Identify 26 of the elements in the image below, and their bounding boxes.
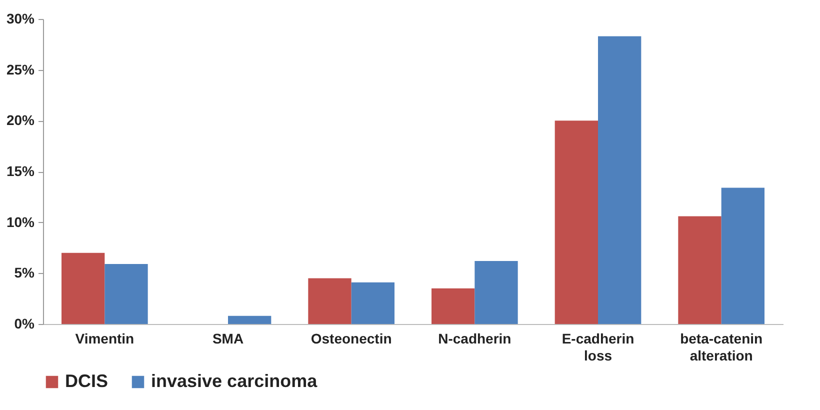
y-tick-label: 25% (6, 61, 36, 78)
y-tick-label: 10% (6, 214, 36, 230)
y-tick-label: 30% (6, 10, 36, 26)
x-tick-label: N-cadherin (438, 330, 512, 346)
bar (678, 216, 722, 324)
bar (598, 36, 642, 324)
y-tick-label: 20% (6, 112, 36, 128)
bar (351, 282, 394, 324)
x-tick-label: E-cadherin loss (562, 330, 634, 364)
x-tick-label: beta-catenin alteration (680, 330, 763, 364)
x-tick-label: SMA (212, 330, 244, 346)
bar (554, 120, 598, 324)
bar (104, 264, 148, 324)
bar (62, 252, 105, 324)
x-tick-label: Vimentin (75, 330, 134, 346)
bar (474, 260, 518, 324)
bar (721, 188, 764, 324)
bar (228, 316, 272, 324)
x-tick-label: Osteonectin (310, 330, 392, 346)
legend-label: DCIS (65, 371, 108, 391)
bar (432, 288, 475, 324)
y-tick-label: 15% (6, 163, 36, 179)
y-tick-label: 5% (14, 264, 36, 281)
bar (308, 278, 352, 324)
y-tick-label: 0% (14, 316, 36, 332)
legend-label: invasive carcinoma (151, 371, 318, 391)
